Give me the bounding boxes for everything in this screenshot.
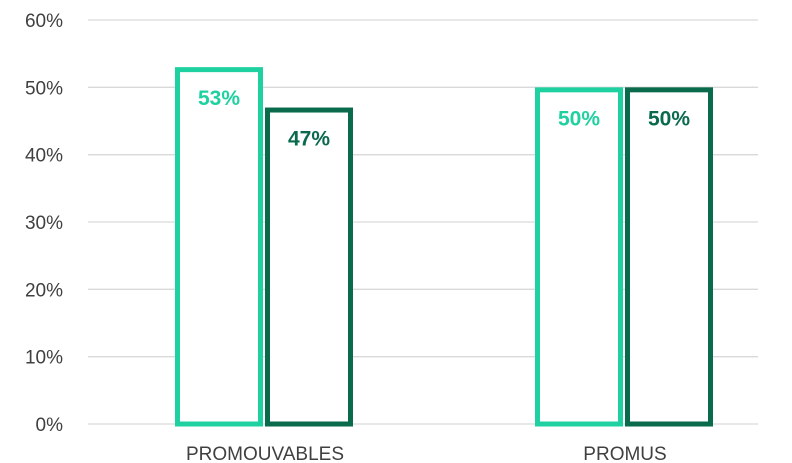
y-tick-label: 30%: [25, 213, 63, 234]
x-axis: PROMOUVABLES PROMUS: [186, 444, 667, 463]
x-category-label: PROMOUVABLES: [186, 444, 344, 463]
y-tick-label: 10%: [25, 348, 63, 369]
y-axis: 0% 10% 20% 30% 40% 50% 60%: [25, 11, 63, 436]
data-label: 50%: [558, 107, 600, 130]
y-tick-label: 60%: [25, 11, 63, 32]
bar-promus-1: [535, 87, 623, 427]
data-labels: 53% 47% 50% 50%: [198, 87, 690, 150]
y-tick-label: 40%: [25, 146, 63, 167]
bars: [175, 67, 713, 427]
data-label: 53%: [198, 87, 240, 110]
data-label: 50%: [648, 107, 690, 130]
bar-promouvables-2: [265, 107, 353, 427]
bar-promus-2: [625, 87, 713, 427]
x-category-label: PROMUS: [583, 444, 666, 463]
data-label: 47%: [288, 128, 330, 151]
y-tick-label: 50%: [25, 78, 63, 99]
y-tick-label: 0%: [36, 415, 64, 436]
y-tick-label: 20%: [25, 280, 63, 301]
bar-promouvables-1: [175, 67, 263, 427]
